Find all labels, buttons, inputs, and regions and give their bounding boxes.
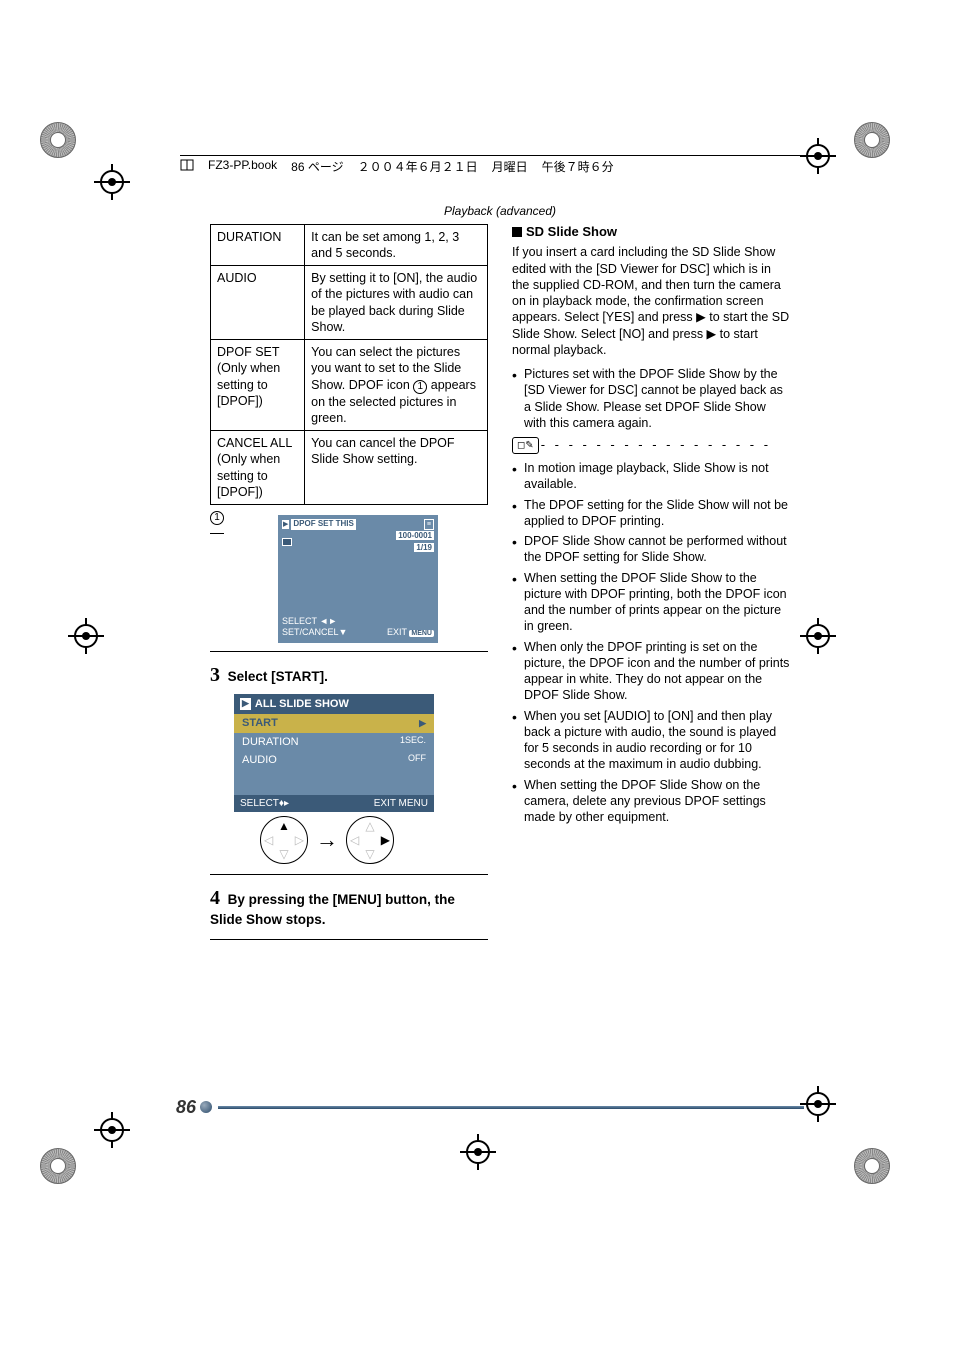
lcd-footer-setcancel: SET/CANCEL▼ bbox=[282, 627, 347, 639]
lcd-dpof-screen: ▶ DPOF SET THIS ≡ 100-0001 1/19 bbox=[278, 515, 438, 643]
crosshair-mark bbox=[800, 618, 840, 658]
heading-text: SD Slide Show bbox=[526, 224, 617, 239]
cell-desc: By setting it to [ON], the audio of the … bbox=[305, 266, 488, 340]
file-page: 86 ページ bbox=[291, 158, 343, 175]
menu-item-label: START bbox=[242, 716, 278, 730]
menu-item-label: AUDIO bbox=[242, 753, 277, 767]
note-divider: ◻✎ - - - - - - - - - - - - - - - - - bbox=[512, 437, 790, 454]
footer-dot-icon bbox=[200, 1101, 212, 1113]
play-mode-icon: ▶ bbox=[282, 520, 289, 529]
cell-desc: You can select the pictures you want to … bbox=[305, 340, 488, 431]
crosshair-mark bbox=[800, 1086, 840, 1126]
crosshair-mark bbox=[460, 1134, 500, 1174]
dpad-right-icon: △ ▽ ◁ ▶ bbox=[346, 816, 394, 864]
step-text: Select [START]. bbox=[228, 669, 328, 684]
lcd-footer-select: SELECT ◄► bbox=[282, 616, 337, 628]
cell-label: CANCEL ALL (Only when setting to [DPOF]) bbox=[211, 431, 305, 505]
lcd-title: DPOF SET THIS bbox=[291, 519, 355, 529]
page-number: 86 bbox=[176, 1097, 196, 1118]
file-name: FZ3-PP.book bbox=[208, 158, 277, 175]
table-row: CANCEL ALL (Only when setting to [DPOF])… bbox=[211, 431, 488, 505]
left-column: DURATION It can be set among 1, 2, 3 and… bbox=[210, 224, 488, 940]
note-item: When you set [AUDIO] to [ON] and then pl… bbox=[512, 708, 790, 773]
crosshair-mark bbox=[800, 138, 840, 178]
table-row: DURATION It can be set among 1, 2, 3 and… bbox=[211, 224, 488, 266]
menu-item-value: 1SEC. bbox=[400, 735, 426, 749]
note-item: The DPOF setting for the Slide Show will… bbox=[512, 497, 790, 530]
selected-triangle-icon bbox=[419, 716, 426, 730]
step-number: 4 bbox=[210, 887, 220, 909]
step-number: 3 bbox=[210, 664, 220, 686]
footer-arrows: ♦▸ bbox=[279, 798, 289, 809]
slideshow-icon: ▶ bbox=[240, 698, 251, 710]
rosette-mark bbox=[854, 1148, 894, 1188]
menu-badge: MENU bbox=[409, 630, 434, 637]
battery-icon: ≡ bbox=[424, 519, 434, 530]
circled-1-icon: 1 bbox=[413, 380, 427, 394]
lcd-footer-exit: EXIT bbox=[387, 627, 407, 637]
step-4: 4 By pressing the [MENU] button, the Sli… bbox=[210, 885, 488, 935]
sd-slideshow-intro: If you insert a card including the SD Sl… bbox=[512, 244, 790, 358]
cell-desc: It can be set among 1, 2, 3 and 5 second… bbox=[305, 224, 488, 266]
crosshair-mark bbox=[68, 618, 108, 658]
file-time: 午後７時６分 bbox=[542, 158, 614, 175]
menu-item-value: OFF bbox=[408, 753, 426, 767]
footer-exit: EXIT bbox=[374, 798, 396, 809]
settings-table: DURATION It can be set among 1, 2, 3 and… bbox=[210, 224, 488, 506]
note-item: DPOF Slide Show cannot be performed with… bbox=[512, 533, 790, 566]
footer-select: SELECT bbox=[240, 798, 279, 809]
menu-title: ALL SLIDE SHOW bbox=[255, 697, 349, 711]
rosette-mark bbox=[40, 1148, 80, 1188]
menu-item-duration: DURATION 1SEC. bbox=[234, 733, 434, 751]
dpof-green-icon bbox=[282, 538, 292, 546]
menu-item-label: DURATION bbox=[242, 735, 299, 749]
menu-item-audio: AUDIO OFF bbox=[234, 751, 434, 769]
cell-desc: You can cancel the DPOF Slide Show setti… bbox=[305, 431, 488, 505]
menu-badge: MENU bbox=[399, 798, 428, 809]
dashes: - - - - - - - - - - - - - - - - - bbox=[541, 437, 790, 454]
callout-line bbox=[210, 533, 224, 534]
step-text: By pressing the [MENU] button, the Slide… bbox=[210, 892, 455, 927]
lcd-slideshow-menu: ▶ ALL SLIDE SHOW START DURATION 1SEC. AU… bbox=[234, 694, 434, 812]
cell-label: DURATION bbox=[211, 224, 305, 266]
step-3: 3 Select [START]. ▶ ALL SLIDE SHOW START… bbox=[210, 662, 488, 870]
table-row: AUDIO By setting it to [ON], the audio o… bbox=[211, 266, 488, 340]
note-item: When only the DPOF printing is set on th… bbox=[512, 639, 790, 704]
footer-ornament bbox=[200, 1102, 804, 1112]
note-item: When setting the DPOF Slide Show on the … bbox=[512, 777, 790, 826]
sd-slideshow-heading: SD Slide Show bbox=[512, 224, 790, 241]
cell-label: AUDIO bbox=[211, 266, 305, 340]
note-item: When setting the DPOF Slide Show to the … bbox=[512, 570, 790, 635]
sub-bullet: Pictures set with the DPOF Slide Show by… bbox=[512, 366, 790, 431]
lcd-counter-bottom: 1/19 bbox=[414, 543, 434, 552]
note-icon: ◻✎ bbox=[512, 437, 539, 454]
footer-line bbox=[218, 1106, 804, 1109]
crosshair-mark bbox=[94, 1112, 134, 1152]
source-metadata-line: FZ3-PP.book 86 ページ ２００４年６月２１日 月曜日 午後７時６分 bbox=[180, 155, 804, 175]
file-weekday: 月曜日 bbox=[492, 158, 528, 175]
dpad-instruction: ▲ ▽ ◁ ▷ → △ ▽ ◁ ▶ bbox=[260, 816, 488, 864]
lcd-counter-top: 100-0001 bbox=[396, 531, 434, 540]
rosette-mark bbox=[40, 122, 80, 162]
book-icon bbox=[180, 158, 194, 172]
square-bullet-icon bbox=[512, 227, 522, 237]
cell-label: DPOF SET (Only when setting to [DPOF]) bbox=[211, 340, 305, 431]
file-date: ２００４年６月２１日 bbox=[358, 158, 478, 175]
then-arrow-icon: → bbox=[316, 826, 338, 855]
table-row: DPOF SET (Only when setting to [DPOF]) Y… bbox=[211, 340, 488, 431]
note-item: In motion image playback, Slide Show is … bbox=[512, 460, 790, 493]
section-header: Playback (advanced) bbox=[210, 204, 790, 220]
right-column: SD Slide Show If you insert a card inclu… bbox=[512, 224, 790, 940]
callout-1-icon: 1 bbox=[210, 511, 224, 525]
menu-item-start: START bbox=[234, 714, 434, 732]
rosette-mark bbox=[854, 122, 894, 162]
dpad-up-icon: ▲ ▽ ◁ ▷ bbox=[260, 816, 308, 864]
notes-list: In motion image playback, Slide Show is … bbox=[512, 460, 790, 825]
crosshair-mark bbox=[94, 164, 134, 204]
